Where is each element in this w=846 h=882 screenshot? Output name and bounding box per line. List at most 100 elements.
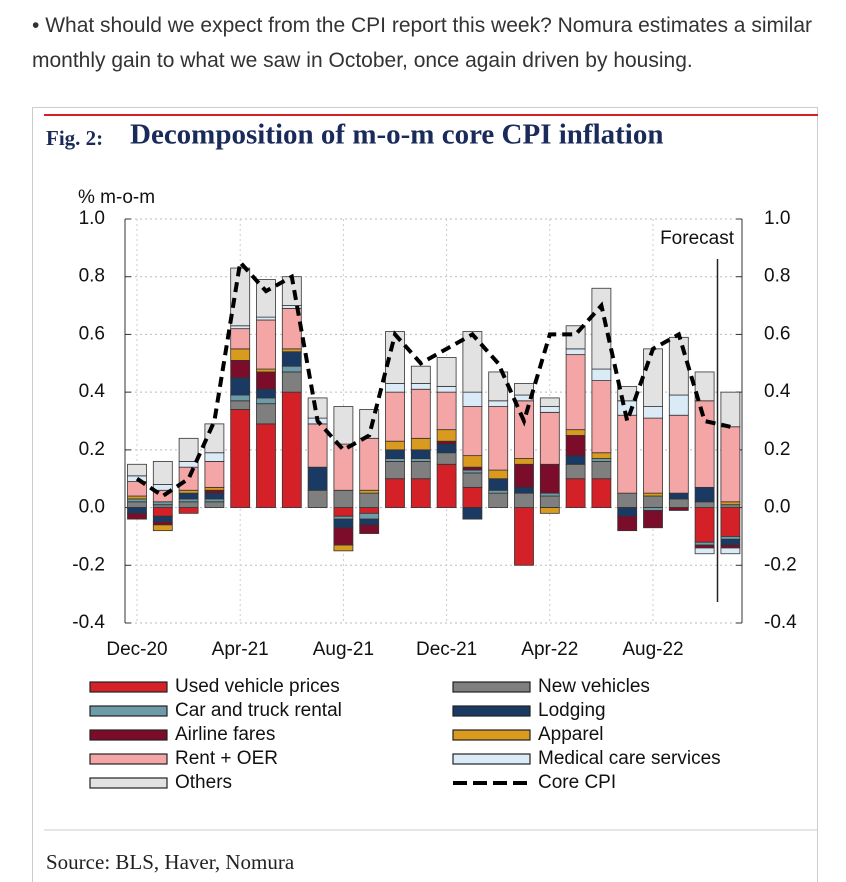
bar-segment — [643, 406, 663, 419]
bar-segment — [617, 492, 638, 508]
bar-segment — [643, 348, 663, 407]
bar-segment — [178, 507, 199, 514]
bar-segment — [694, 547, 715, 555]
bar-segment — [591, 458, 612, 462]
bar-segment — [643, 492, 663, 497]
legend-swatch — [452, 729, 531, 741]
bar-segment — [539, 397, 560, 407]
bar-segment — [668, 394, 689, 416]
bar-segment — [514, 492, 534, 508]
bar-segment — [720, 507, 741, 537]
bar-segment — [281, 365, 302, 373]
bar-segment — [152, 507, 173, 517]
source: Source: BLS, Haver, Nomura — [46, 850, 295, 874]
bar-segment — [436, 385, 457, 393]
bar-segment — [152, 515, 173, 523]
bar-segment — [694, 541, 715, 546]
bar-segment — [204, 452, 225, 462]
bar-segment — [643, 417, 663, 494]
bar-segment — [256, 423, 276, 508]
figure-box — [32, 107, 818, 882]
bar-segment — [668, 507, 689, 511]
bar-segment — [668, 336, 689, 396]
bar-segment — [256, 368, 276, 373]
annotation: Forecast — [660, 228, 735, 249]
legend-label: Used vehicle prices — [175, 676, 340, 697]
bar-segment — [462, 486, 483, 508]
bar-segment — [333, 507, 354, 517]
bar-segment — [514, 463, 534, 488]
bar-segment — [720, 426, 741, 503]
bar-segment — [591, 460, 612, 480]
bar-segment — [333, 515, 354, 520]
bar-segment — [539, 406, 560, 413]
bar-segment — [256, 319, 276, 370]
bar-segment — [359, 507, 380, 514]
bar-segment — [488, 406, 509, 471]
bar-segment — [462, 469, 483, 474]
x-tick-label: Dec-20 — [106, 639, 167, 660]
bar-segment — [178, 492, 199, 500]
bar-segment — [385, 478, 405, 508]
bar-segment — [694, 400, 715, 488]
bar-segment — [720, 547, 741, 555]
bar-segment — [436, 443, 457, 454]
bar-segment — [333, 518, 354, 529]
y-tick-label: 0.0 — [764, 497, 790, 518]
legend-swatch — [89, 753, 168, 765]
legend-swatch — [89, 681, 168, 693]
y-tick-label: 0.4 — [79, 381, 106, 402]
bar-segment — [720, 504, 741, 508]
legend-label: Airline fares — [175, 724, 275, 745]
bar-segment — [514, 458, 534, 465]
bar-segment — [359, 518, 380, 526]
bar-segment — [127, 495, 147, 500]
bar-segment — [462, 507, 483, 520]
bar-segment — [204, 501, 225, 508]
chart-title: Decomposition of m-o-m core CPI inflatio… — [130, 119, 663, 151]
bar-segment — [720, 544, 741, 549]
bar-segment — [410, 449, 431, 459]
bar-segment — [410, 365, 431, 384]
bar-segment — [204, 460, 225, 488]
bar-segment — [720, 538, 741, 546]
legend-label: Others — [175, 772, 232, 793]
bar-segment — [488, 478, 509, 491]
bar-segment — [694, 544, 715, 549]
bar-segment — [565, 354, 586, 431]
bar-segment — [333, 489, 354, 508]
y-tick-label: 0.2 — [79, 439, 105, 460]
bar-segment — [539, 411, 560, 465]
bar-segment — [178, 498, 199, 503]
bar-segment — [127, 501, 147, 508]
legend-label: New vehicles — [538, 676, 650, 697]
bar-segment — [462, 455, 483, 468]
bar-segment — [230, 400, 251, 410]
bar-segment — [152, 521, 173, 526]
legend-label: Medical care services — [538, 748, 721, 769]
bar-segment — [359, 512, 380, 520]
bar-segment — [281, 371, 302, 393]
bar-segment — [152, 524, 173, 532]
y-tick-label: 0.0 — [79, 497, 105, 518]
legend-label: Core CPI — [538, 772, 616, 793]
bar-segment — [668, 414, 689, 494]
y-tick-label: 0.8 — [764, 266, 790, 287]
bar-segment — [720, 501, 741, 506]
legend-swatch — [89, 729, 168, 741]
bar-segment — [359, 524, 380, 534]
bar-segment — [127, 507, 147, 514]
bar-segment — [565, 478, 586, 508]
bar-segment — [591, 452, 612, 459]
bar-segment — [333, 406, 354, 445]
bar-segment — [256, 371, 276, 390]
bar-segment — [462, 472, 483, 488]
bar-segment — [565, 348, 586, 356]
bar-segment — [204, 486, 225, 491]
bar-segment — [256, 316, 276, 321]
bar-segment — [359, 437, 380, 491]
bar-segment — [333, 544, 354, 552]
bar-segment — [539, 495, 560, 508]
